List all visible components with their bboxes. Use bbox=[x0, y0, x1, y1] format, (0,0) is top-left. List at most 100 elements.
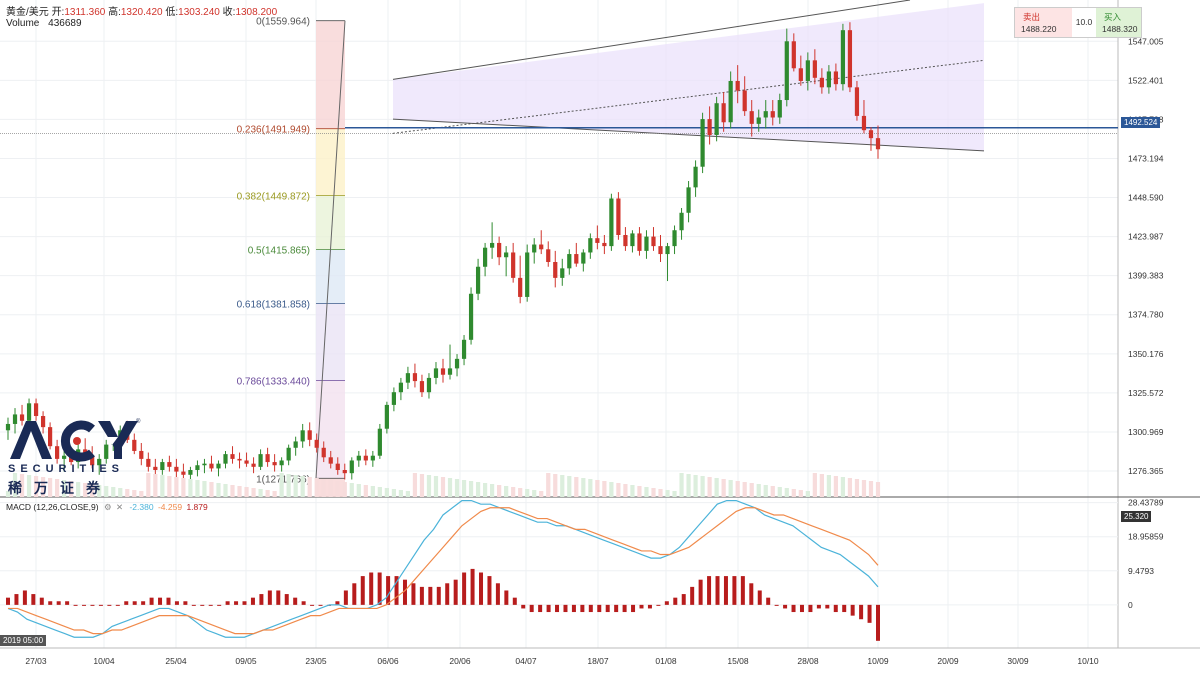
volume-bar bbox=[146, 473, 151, 497]
candle-body bbox=[777, 100, 782, 118]
macd-histogram-bar bbox=[310, 604, 315, 606]
candle-body bbox=[419, 381, 425, 393]
volume-bar bbox=[440, 477, 446, 497]
volume-bar bbox=[335, 481, 340, 497]
candle-body bbox=[532, 244, 537, 253]
candle-body bbox=[223, 454, 228, 464]
macd-histogram-bar bbox=[445, 583, 450, 605]
candle-body bbox=[356, 455, 361, 461]
sell-button[interactable]: 卖出 1488.220 bbox=[1015, 8, 1072, 37]
candle-body bbox=[833, 71, 839, 85]
volume-bar bbox=[707, 477, 712, 497]
candle-body bbox=[40, 416, 46, 428]
candle-body bbox=[440, 368, 446, 375]
buy-button[interactable]: 买入 1488.320 bbox=[1096, 8, 1141, 37]
candle-body bbox=[700, 119, 705, 167]
candle-body bbox=[665, 246, 670, 255]
macd-histogram-bar bbox=[555, 604, 560, 613]
macd-histogram-bar bbox=[842, 604, 847, 613]
fib-level-label: 0.786(1333.440) bbox=[237, 376, 310, 387]
candle-body bbox=[567, 254, 572, 269]
candle-body bbox=[644, 236, 649, 251]
settings-icon[interactable]: ⚙ bbox=[103, 502, 112, 512]
macd-tick-label: 9.4793 bbox=[1128, 566, 1154, 576]
candle-body bbox=[735, 80, 740, 91]
candle-body bbox=[630, 233, 635, 247]
sell-price: 1488.220 bbox=[1021, 24, 1057, 34]
volume-bar bbox=[854, 479, 860, 497]
volume-bar bbox=[209, 482, 214, 497]
candle-body bbox=[784, 41, 789, 101]
macd-histogram-bar bbox=[335, 601, 340, 605]
candle-body bbox=[90, 455, 95, 466]
trade-panel: 卖出 1488.220 10.0 买入 1488.320 bbox=[1014, 7, 1142, 38]
volume-bar bbox=[153, 474, 158, 497]
volume-bar bbox=[560, 475, 565, 497]
volume-bar bbox=[553, 474, 558, 497]
volume-bar bbox=[90, 484, 95, 497]
macd-histogram-bar bbox=[588, 604, 593, 613]
candle-body bbox=[139, 450, 144, 459]
volume-bar bbox=[812, 473, 817, 497]
volume-bar bbox=[602, 481, 607, 497]
volume-bar bbox=[391, 489, 396, 497]
macd-histogram-bar bbox=[749, 583, 754, 605]
candle-body bbox=[363, 455, 368, 461]
macd-histogram-bar bbox=[48, 601, 53, 605]
candle-body bbox=[5, 423, 11, 431]
candle-body bbox=[412, 373, 418, 382]
volume-bar bbox=[433, 476, 439, 497]
candle-body bbox=[475, 266, 481, 294]
buy-price: 1488.320 bbox=[1102, 24, 1138, 34]
volume-bar bbox=[623, 484, 628, 497]
macd-histogram-bar bbox=[529, 604, 534, 613]
macd-histogram-bar bbox=[411, 583, 416, 605]
macd-histogram-bar bbox=[301, 601, 306, 605]
volume-bar bbox=[356, 484, 361, 497]
price-tick-label: 1423.987 bbox=[1128, 232, 1164, 242]
macd-value: -2.380 bbox=[129, 502, 154, 512]
macd-histogram-bar bbox=[318, 604, 323, 606]
volume-bar bbox=[69, 481, 74, 497]
quantity-field[interactable]: 10.0 bbox=[1075, 17, 1093, 27]
macd-histogram-bar bbox=[571, 604, 576, 613]
price-tick-label: 1399.383 bbox=[1128, 271, 1164, 281]
broker-logo: ® SECURITIES 稀万证券 bbox=[6, 415, 146, 500]
macd-histogram-bar bbox=[766, 597, 771, 605]
volume-bar bbox=[265, 490, 270, 497]
date-tick-label: 10/04 bbox=[93, 656, 115, 666]
volume-bar bbox=[798, 490, 803, 497]
candle-body bbox=[609, 198, 614, 247]
volume-bar bbox=[363, 485, 368, 497]
volume-bar bbox=[12, 473, 18, 497]
date-tick-label: 23/05 bbox=[305, 656, 327, 666]
candle-body bbox=[328, 457, 333, 464]
candle-body bbox=[588, 238, 593, 253]
volume-bar bbox=[847, 478, 853, 497]
close-icon[interactable]: ✕ bbox=[115, 502, 124, 512]
volume-bar bbox=[405, 491, 411, 497]
price-tick-label: 1325.572 bbox=[1128, 388, 1164, 398]
volume-bar bbox=[118, 488, 123, 497]
volume-bar bbox=[167, 476, 172, 497]
volume-bar bbox=[426, 475, 432, 497]
candle-body bbox=[756, 117, 761, 124]
volume-bar bbox=[482, 483, 488, 497]
macd-histogram-bar bbox=[183, 601, 188, 605]
macd-histogram-bar bbox=[360, 576, 365, 605]
volume-bar bbox=[700, 476, 705, 497]
date-tick-label: 30/09 bbox=[1007, 656, 1029, 666]
macd-histogram-bar bbox=[250, 597, 255, 605]
volume-bar bbox=[139, 491, 144, 497]
macd-histogram-bar bbox=[217, 604, 222, 606]
candle-body bbox=[167, 462, 172, 467]
candle-body bbox=[342, 470, 347, 474]
macd-histogram-bar bbox=[98, 604, 103, 606]
candle-body bbox=[497, 242, 502, 258]
volume-bar bbox=[97, 485, 102, 497]
ohlc-header: 黄金/美元 开:1311.360 高:1320.420 低:1303.240 收… bbox=[6, 3, 277, 18]
macd-histogram-bar bbox=[597, 604, 602, 613]
volume-bar bbox=[181, 478, 186, 497]
volume-bar bbox=[679, 473, 684, 497]
